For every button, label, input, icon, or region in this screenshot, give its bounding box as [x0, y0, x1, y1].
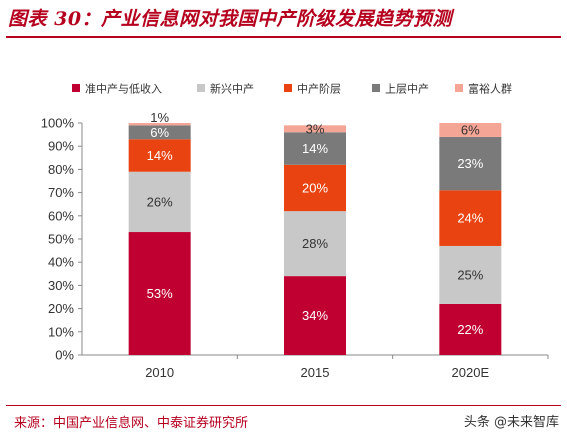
source-note: 来源：中国产业信息网、中泰证券研究所 [14, 416, 249, 431]
data-label-2020E-0: 22% [457, 322, 483, 337]
footer-divider [6, 405, 561, 406]
data-label-2015-2: 20% [302, 180, 328, 195]
bar-2020E-3 [439, 136, 502, 191]
y-tick-label-3: 30% [48, 278, 74, 293]
x-tick-label-2: 2020E [452, 365, 490, 380]
bar-2015-4 [284, 125, 346, 133]
y-tick-label-8: 80% [48, 162, 74, 177]
bar-2010-4 [128, 123, 191, 126]
legend-label-4: 富裕人群 [468, 82, 512, 96]
legend-label-3: 上层中产 [385, 82, 429, 96]
data-label-2010-0: 53% [147, 286, 173, 301]
data-label-2020E-2: 24% [457, 211, 483, 226]
stacked-bar-chart: 准中产与低收入 新兴中产 中产阶层 上层中产 富裕人群 0% 10% 20% 30% 40% 50%… [41, 82, 549, 380]
bar-2015-2 [284, 164, 346, 212]
bar-2010-2 [128, 139, 191, 172]
legend-label-1: 新兴中产 [210, 82, 254, 96]
title-divider [6, 36, 561, 38]
data-label-2010-1: 26% [147, 194, 173, 209]
y-tick-label-2: 20% [48, 301, 74, 316]
data-label-2010-2: 14% [147, 148, 173, 163]
bar-2020E-4 [439, 123, 502, 137]
x-tick-label-0: 2010 [145, 365, 174, 380]
data-label-2020E-4: 6% [461, 122, 480, 137]
bar-2010-1 [128, 171, 191, 233]
data-label-2020E-3: 23% [457, 156, 483, 171]
data-label-2015-0: 34% [302, 308, 328, 323]
legend-swatch-2 [284, 84, 292, 92]
bar-2015-1 [284, 211, 346, 277]
legend-swatch-0 [72, 84, 80, 92]
legend-label-0: 准中产与低收入 [85, 82, 162, 96]
y-tick-label-0: 0% [55, 348, 74, 363]
bar-2015-0 [284, 276, 346, 355]
x-tick-label-1: 2015 [301, 365, 330, 380]
y-tick-label-5: 50% [48, 232, 74, 247]
y-tick-label-6: 60% [48, 208, 74, 223]
data-label-2015-1: 28% [302, 236, 328, 251]
y-tick-label-9: 90% [48, 139, 74, 154]
bar-2020E-0 [439, 303, 502, 355]
legend-swatch-1 [197, 84, 205, 92]
y-tick-label-4: 40% [48, 255, 74, 270]
legend-swatch-3 [372, 84, 380, 92]
data-label-2020E-1: 25% [457, 267, 483, 282]
bar-2010-3 [128, 125, 191, 140]
bar-2015-3 [284, 132, 346, 165]
y-tick-label-10: 100% [41, 116, 75, 131]
legend-swatch-4 [455, 84, 463, 92]
bar-2020E-1 [439, 245, 502, 304]
data-label-2010-4: 1% [150, 110, 169, 125]
bar-2020E-2 [439, 190, 502, 246]
data-label-2010-3: 6% [150, 125, 169, 140]
y-tick-label-7: 70% [48, 185, 74, 200]
bar-2010-0 [128, 232, 191, 355]
data-label-2015-4: 3% [306, 121, 325, 136]
data-label-2015-3: 14% [302, 141, 328, 156]
chart-title: 图表 30：产业信息网对我国中产阶级发展趋势预测 [8, 8, 453, 30]
y-tick-label-1: 10% [48, 324, 74, 339]
watermark: 头条 @未来智库 [463, 415, 559, 430]
legend-label-2: 中产阶层 [297, 82, 341, 96]
